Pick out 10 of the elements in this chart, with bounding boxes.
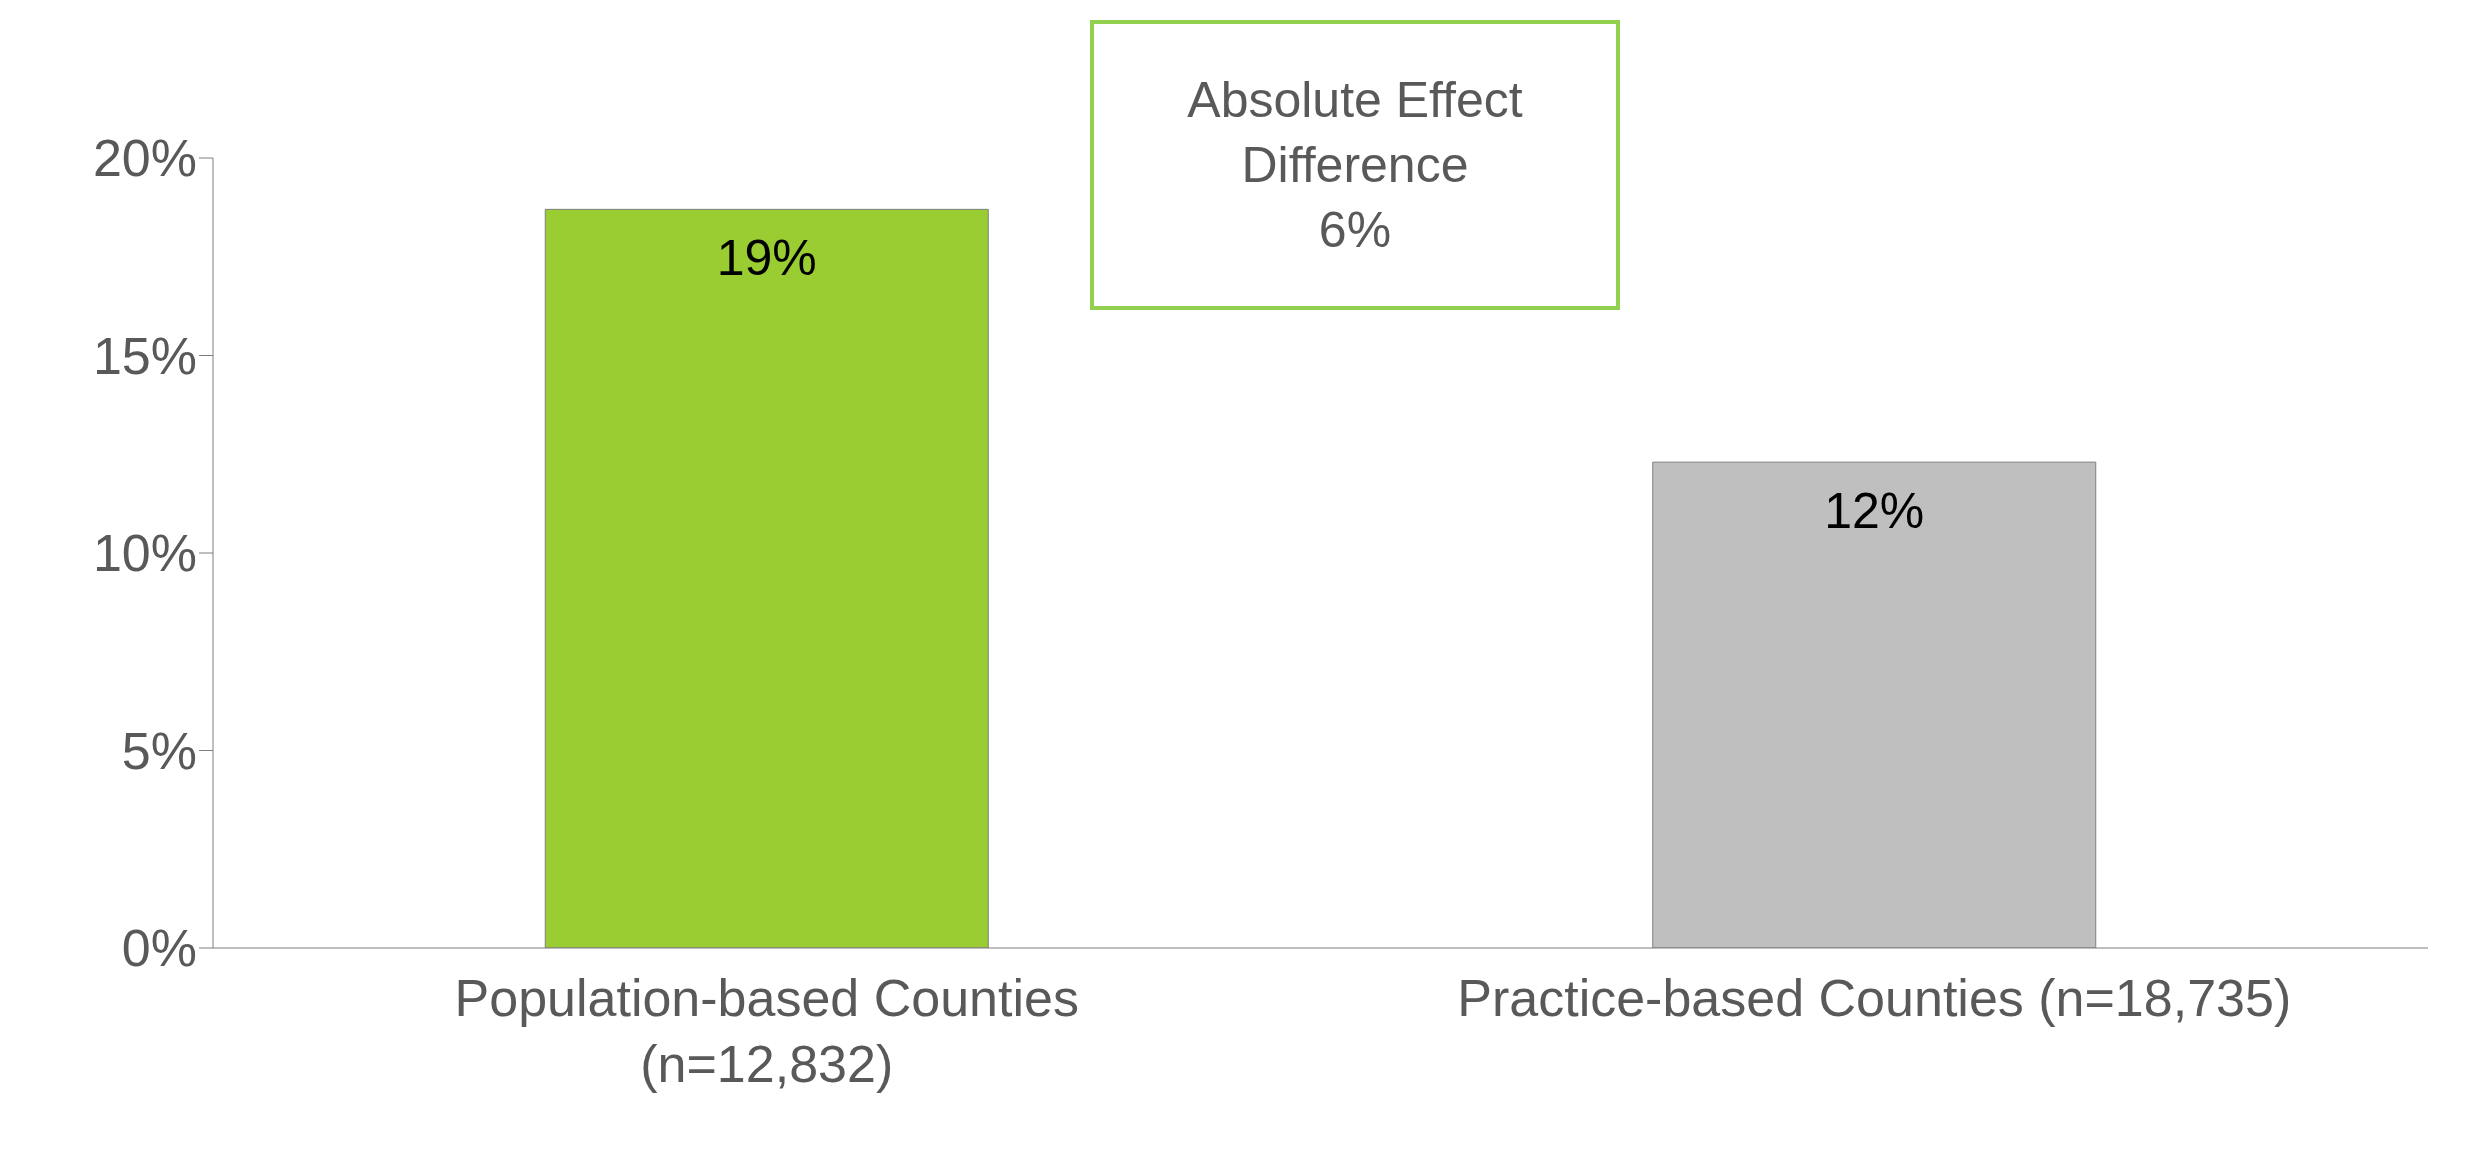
y-tick-label: 10%: [92, 524, 197, 583]
x-tick-label: Population-based Counties (n=12,832): [454, 969, 1079, 1093]
text-box: Absolute Effect Difference 6%: [1090, 20, 1620, 310]
y-tick-label: 0%: [121, 919, 197, 978]
data-label: 19%: [716, 229, 817, 286]
data-label: 12%: [1824, 482, 1925, 539]
y-tick-label: 5%: [121, 721, 197, 780]
y-tick-label: 15%: [92, 326, 197, 385]
x-tick-label: Practice-based Counties (n=18,735): [1457, 969, 2292, 1027]
y-tick-label: 20%: [92, 129, 197, 188]
